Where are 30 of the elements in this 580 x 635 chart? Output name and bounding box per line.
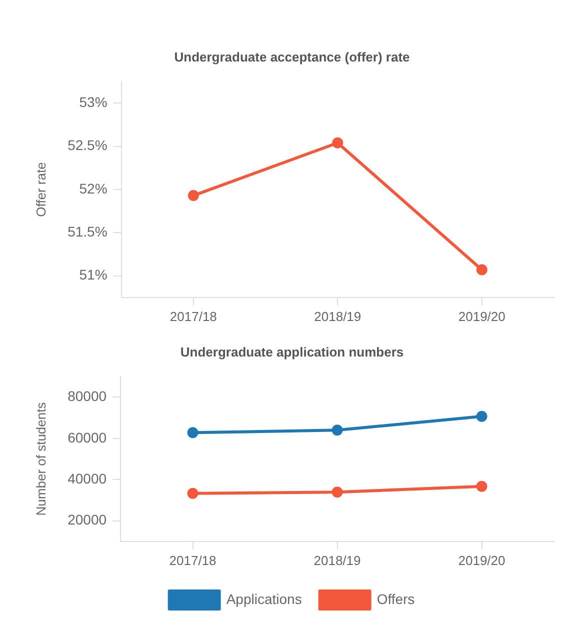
- point: [187, 427, 198, 438]
- y-tick-label: 53%: [79, 94, 108, 110]
- chart-title: Undergraduate acceptance (offer) rate: [174, 49, 410, 64]
- x-tick-label: 2017/18: [169, 552, 216, 568]
- y-tick-label: 60000: [68, 429, 107, 446]
- y-axis-title: Number of students: [33, 402, 48, 516]
- point: [187, 488, 198, 499]
- y-tick-label: 51.5%: [68, 224, 108, 240]
- point: [332, 137, 344, 148]
- legend-label: Offers: [376, 590, 415, 607]
- y-tick-label: 52.5%: [68, 137, 108, 154]
- legend-label: Applications: [226, 590, 302, 607]
- y-tick-label: 52%: [79, 180, 108, 196]
- point: [476, 264, 488, 276]
- x-tick-label: 2019/20: [458, 552, 506, 568]
- y-axis-title: Offer rate: [33, 162, 48, 217]
- point: [188, 190, 199, 202]
- point: [332, 486, 343, 498]
- y-tick-label: 51%: [79, 266, 108, 283]
- y-tick-label: 20000: [68, 512, 107, 528]
- y-tick-label: 40000: [68, 470, 107, 486]
- point: [476, 410, 488, 422]
- point: [476, 480, 488, 492]
- x-tick-label: 2018/19: [314, 308, 362, 324]
- x-tick-label: 2018/19: [314, 552, 361, 568]
- point: [332, 424, 343, 436]
- chart-title: Undergraduate application numbers: [180, 344, 404, 360]
- y-tick-label: 80000: [68, 388, 107, 404]
- x-tick-label: 2019/20: [458, 308, 506, 324]
- x-tick-label: 2017/18: [170, 308, 217, 324]
